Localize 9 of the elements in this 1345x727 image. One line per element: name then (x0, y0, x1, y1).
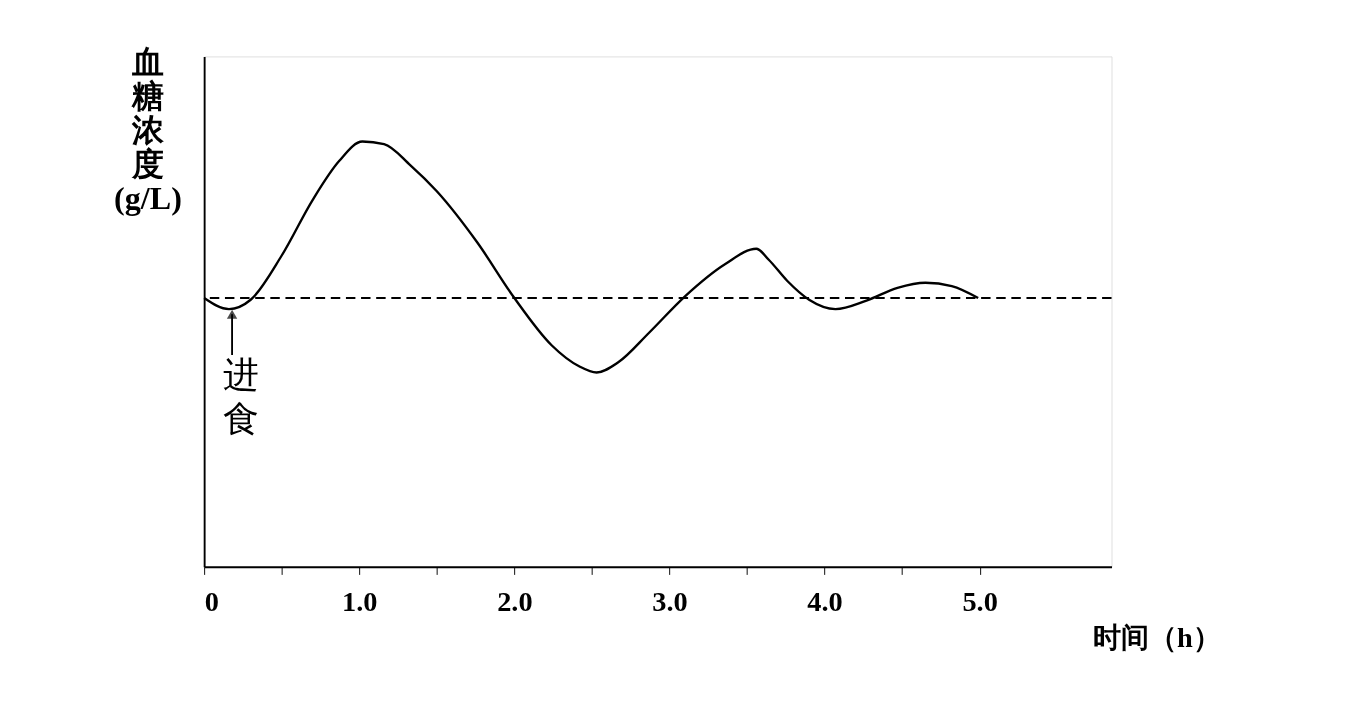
x-tick-label: 2.0 (497, 585, 533, 617)
annotation: 进食 (222, 355, 259, 439)
x-axis-title: 时间（h） (1093, 621, 1221, 653)
x-tick-label: 5.0 (962, 585, 998, 617)
y-axis-title: 血糖浓度(g/L) (114, 43, 182, 217)
x-tick-label: 0 (204, 585, 219, 617)
x-tick-label: 1.0 (342, 585, 378, 617)
x-tick-label: 3.0 (652, 585, 688, 617)
x-tick-label: 4.0 (807, 585, 843, 617)
